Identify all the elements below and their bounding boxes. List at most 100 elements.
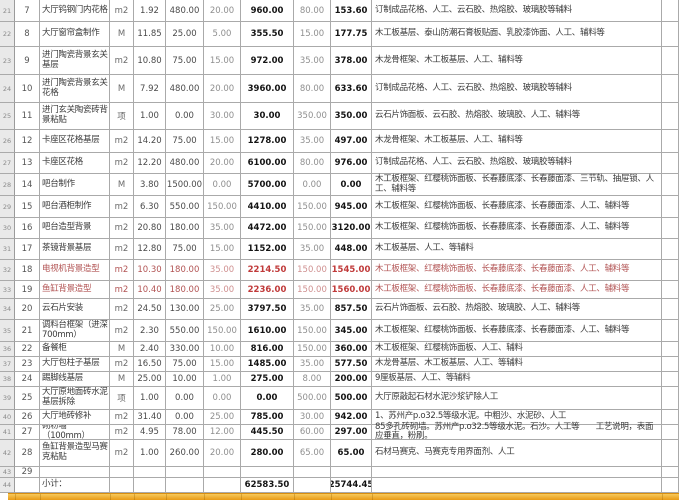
cell-item-no[interactable] bbox=[15, 478, 40, 493]
cell-labor-total[interactable]: 200.00 bbox=[331, 372, 372, 387]
cell-remark[interactable]: 订制成品花格、人工、云石胶、热熔胶、玻璃胶等辅料 bbox=[372, 75, 662, 103]
cell-aux-price[interactable]: 20.00 bbox=[204, 153, 241, 174]
row-header[interactable]: 26 bbox=[0, 130, 15, 153]
cell-remark[interactable]: 大厅原敲起石材水泥沙浆铲除人工 bbox=[372, 387, 662, 410]
cell-labor-total[interactable]: 153.60 bbox=[331, 0, 372, 22]
cell-aux-price[interactable]: 35.00 bbox=[204, 281, 241, 299]
cell-labor-total[interactable]: 976.00 bbox=[331, 153, 372, 174]
cell-aux-price[interactable]: 20.00 bbox=[204, 440, 241, 467]
row-header[interactable]: 25 bbox=[0, 103, 15, 130]
cell-unit[interactable]: M bbox=[110, 174, 134, 196]
row-header[interactable]: 33 bbox=[0, 281, 15, 299]
row-header[interactable]: 28 bbox=[0, 174, 15, 196]
cell-remark[interactable]: 木龙骨框架、木工板基层、人工、辅料等 bbox=[372, 47, 662, 75]
cell-main-price[interactable]: 180.00 bbox=[166, 218, 204, 239]
cell-quantity[interactable]: 2.40 bbox=[134, 342, 166, 357]
cell-labor-price[interactable]: 8.00 bbox=[294, 372, 331, 387]
cell-aux-price[interactable]: 15.00 bbox=[204, 357, 241, 372]
cell-description[interactable]: 小计： bbox=[40, 478, 110, 493]
cell-description[interactable] bbox=[40, 467, 110, 478]
cell-unit[interactable]: m2 bbox=[110, 320, 134, 342]
cell-quantity[interactable]: 14.20 bbox=[134, 130, 166, 153]
cell-material-total[interactable]: 445.50 bbox=[241, 425, 294, 440]
cell-description[interactable]: 大厅钨钢门内花格 bbox=[40, 0, 110, 22]
cell-item-no[interactable]: 13 bbox=[15, 153, 40, 174]
cell-material-total[interactable]: 280.00 bbox=[241, 440, 294, 467]
cell-quantity[interactable]: 25.00 bbox=[134, 372, 166, 387]
cell-aux-price[interactable]: 150.00 bbox=[204, 196, 241, 218]
cell-description[interactable]: 鱼缸背景造型 bbox=[40, 281, 110, 299]
row-header[interactable]: 27 bbox=[0, 153, 15, 174]
row-header[interactable]: 23 bbox=[0, 47, 15, 75]
row-header[interactable]: 37 bbox=[0, 357, 15, 372]
cell-quantity[interactable]: 10.40 bbox=[134, 281, 166, 299]
cell-main-price[interactable]: 0.00 bbox=[166, 410, 204, 425]
cell-labor-price[interactable]: 80.00 bbox=[294, 0, 331, 22]
cell-aux-price[interactable]: 0.00 bbox=[204, 387, 241, 410]
cell-quantity[interactable]: 2.30 bbox=[134, 320, 166, 342]
cell-material-total[interactable]: 1610.00 bbox=[241, 320, 294, 342]
row-header[interactable]: 44 bbox=[0, 478, 15, 493]
cell-labor-price[interactable]: 30.00 bbox=[294, 410, 331, 425]
cell-main-price[interactable]: 180.00 bbox=[166, 281, 204, 299]
cell-item-no[interactable]: 10 bbox=[15, 75, 40, 103]
cell-item-no[interactable]: 19 bbox=[15, 281, 40, 299]
cell-unit[interactable]: m2 bbox=[110, 0, 134, 22]
cell-labor-total[interactable]: 378.00 bbox=[331, 47, 372, 75]
row-header[interactable]: 36 bbox=[0, 342, 15, 357]
cell-quantity[interactable]: 1.00 bbox=[134, 103, 166, 130]
cell-material-total[interactable]: 1278.00 bbox=[241, 130, 294, 153]
cell-labor-price[interactable]: 35.00 bbox=[294, 239, 331, 260]
cell-remark[interactable]: 木工板框架、红樱桃饰面板、人工、辅料 bbox=[372, 342, 662, 357]
cell-item-no[interactable]: 28 bbox=[15, 440, 40, 467]
cell-labor-total[interactable]: 857.50 bbox=[331, 299, 372, 320]
cell-main-price[interactable]: 480.00 bbox=[166, 0, 204, 22]
cell-item-no[interactable]: 20 bbox=[15, 299, 40, 320]
cell-remark[interactable]: 云石片饰面板、云石胶、热熔胶、玻璃胶、人工、辅料等 bbox=[372, 103, 662, 130]
cell-material-total[interactable]: 6100.00 bbox=[241, 153, 294, 174]
cell-labor-total[interactable]: 177.75 bbox=[331, 22, 372, 47]
cell-quantity[interactable]: 3.80 bbox=[134, 174, 166, 196]
cell-unit[interactable]: m2 bbox=[110, 47, 134, 75]
cell-aux-price[interactable]: 30.00 bbox=[204, 103, 241, 130]
cell-material-total[interactable]: 816.00 bbox=[241, 342, 294, 357]
cell-description[interactable]: 云石片安装 bbox=[40, 299, 110, 320]
cell-item-no[interactable]: 21 bbox=[15, 320, 40, 342]
cell-item-no[interactable]: 11 bbox=[15, 103, 40, 130]
cell-labor-price[interactable]: 150.00 bbox=[294, 320, 331, 342]
cell-labor-total[interactable]: 0.00 bbox=[331, 174, 372, 196]
cell-description[interactable]: 吧台酒柜制作 bbox=[40, 196, 110, 218]
cell-labor-price[interactable]: 150.00 bbox=[294, 342, 331, 357]
cell-quantity[interactable]: 11.85 bbox=[134, 22, 166, 47]
cell-aux-price[interactable]: 15.00 bbox=[204, 239, 241, 260]
cell-labor-total[interactable]: 448.00 bbox=[331, 239, 372, 260]
cell-unit[interactable]: m2 bbox=[110, 153, 134, 174]
cell-main-price[interactable]: 1500.00 bbox=[166, 174, 204, 196]
cell-labor-price[interactable]: 150.00 bbox=[294, 218, 331, 239]
cell-quantity[interactable]: 16.50 bbox=[134, 357, 166, 372]
cell-main-price[interactable]: 25.00 bbox=[166, 22, 204, 47]
cell-material-total[interactable]: 3960.00 bbox=[241, 75, 294, 103]
cell-unit[interactable]: m2 bbox=[110, 218, 134, 239]
cell-material-total[interactable]: 2236.00 bbox=[241, 281, 294, 299]
cell-item-no[interactable]: 16 bbox=[15, 218, 40, 239]
cell-labor-total[interactable]: 1560.00 bbox=[331, 281, 372, 299]
cell-labor-total[interactable]: 345.00 bbox=[331, 320, 372, 342]
cell-unit[interactable]: 项 bbox=[110, 387, 134, 410]
cell-description[interactable]: 进门陶瓷背景玄关基层 bbox=[40, 47, 110, 75]
cell-labor-price[interactable]: 150.00 bbox=[294, 260, 331, 281]
cell-material-total[interactable]: 2214.50 bbox=[241, 260, 294, 281]
cell-labor-total[interactable]: 350.00 bbox=[331, 103, 372, 130]
row-header[interactable]: 29 bbox=[0, 196, 15, 218]
cell-description[interactable]: 进门玄关陶瓷砖背景粘贴 bbox=[40, 103, 110, 130]
row-header[interactable]: 31 bbox=[0, 239, 15, 260]
cell-aux-price[interactable]: 35.00 bbox=[204, 218, 241, 239]
row-header[interactable]: 38 bbox=[0, 372, 15, 387]
cell-labor-price[interactable]: 80.00 bbox=[294, 75, 331, 103]
cell-unit[interactable]: m2 bbox=[110, 425, 134, 440]
cell-labor-price[interactable]: 35.00 bbox=[294, 299, 331, 320]
cell-main-price[interactable]: 550.00 bbox=[166, 320, 204, 342]
cell-aux-price[interactable] bbox=[204, 478, 241, 493]
cell-unit[interactable] bbox=[110, 467, 134, 478]
row-header[interactable]: 35 bbox=[0, 320, 15, 342]
